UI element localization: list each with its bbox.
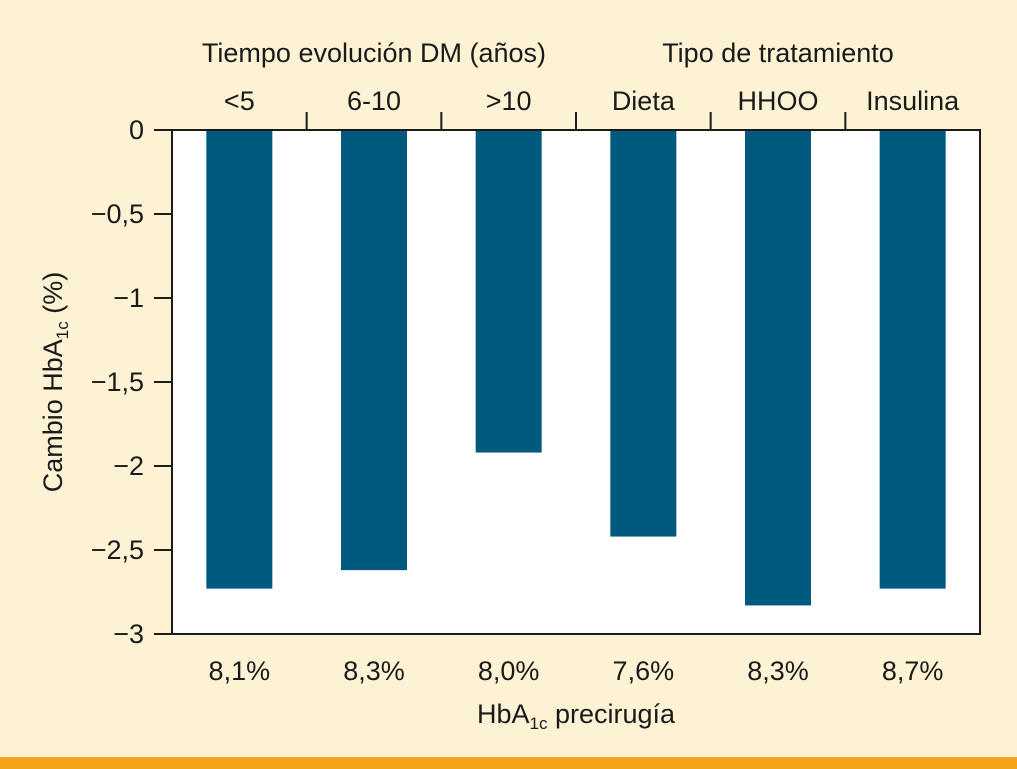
- category-label: 6-10: [347, 86, 401, 116]
- bottom-value-label: 8,3%: [747, 656, 809, 686]
- y-tick-label: −1,5: [91, 367, 144, 397]
- bottom-value-label: 8,1%: [209, 656, 271, 686]
- bar: [206, 130, 273, 589]
- bottom-value-label: 8,3%: [343, 656, 405, 686]
- bottom-value-label: 8,7%: [882, 656, 944, 686]
- x-axis-title: HbA1c precirugía: [477, 699, 676, 733]
- y-tick-label: −1: [113, 283, 144, 313]
- y-tick-label: −2,5: [91, 535, 144, 565]
- plot-area: [172, 130, 980, 634]
- bar: [745, 130, 811, 606]
- bar: [879, 130, 946, 589]
- category-label: >10: [486, 86, 532, 116]
- bottom-value-label: 7,6%: [613, 656, 675, 686]
- bar: [475, 130, 542, 453]
- bar: [610, 130, 677, 537]
- group-label-duration: Tiempo evolución DM (años): [202, 38, 546, 68]
- y-tick-label: −0,5: [91, 199, 144, 229]
- y-tick-label: −2: [113, 451, 144, 481]
- y-axis-title: Cambio HbA1c (%): [38, 272, 72, 493]
- y-tick-label: −3: [113, 619, 144, 649]
- y-tick-label: 0: [129, 115, 144, 145]
- category-label: HHOO: [738, 86, 819, 116]
- accent-bar: [0, 757, 1017, 769]
- group-label-treatment: Tipo de tratamiento: [662, 38, 894, 68]
- category-label: Insulina: [866, 86, 960, 116]
- bar: [341, 130, 407, 571]
- category-label: Dieta: [612, 86, 676, 116]
- category-label: <5: [224, 86, 255, 116]
- bottom-value-label: 8,0%: [478, 656, 540, 686]
